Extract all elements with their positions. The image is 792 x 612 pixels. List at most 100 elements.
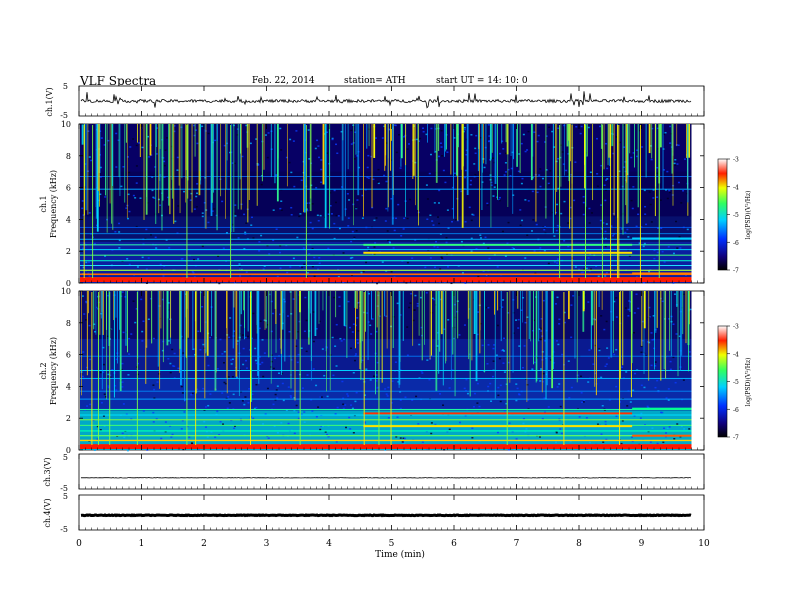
spectrogram-speckle: [272, 239, 275, 242]
spectrogram-speckle: [92, 419, 95, 422]
spectrogram-speckle: [222, 423, 225, 425]
spectrogram-sferic: [571, 125, 573, 282]
spectrogram-ytick-label: 6: [66, 184, 71, 193]
spectrogram-speckle: [126, 258, 129, 260]
spectrogram-speckle: [283, 298, 286, 301]
spectrogram-speckle: [416, 305, 419, 307]
spectrogram-speckle: [600, 204, 603, 206]
spectrogram-speckle: [290, 214, 293, 216]
spectrogram-speckle: [177, 367, 180, 370]
spectrogram-sferic: [637, 124, 639, 208]
spectrogram-sferic: [322, 291, 324, 311]
spectrogram-speckle: [536, 140, 539, 143]
spectrogram-speckle: [242, 347, 245, 350]
spectrogram-speckle: [124, 296, 127, 298]
spectrogram-speckle: [354, 400, 357, 403]
spectrogram-speckle: [507, 361, 510, 364]
spectrogram-speckle: [607, 357, 610, 359]
spectrogram-speckle: [103, 425, 106, 428]
spectrogram-speckle: [486, 282, 489, 284]
spectrogram-speckle: [362, 378, 365, 380]
spectrogram-speckle: [347, 300, 350, 303]
spectrogram-speckle: [497, 394, 500, 397]
spectrogram-sferic: [655, 291, 657, 333]
spectrogram-speckle: [251, 216, 254, 219]
spectrogram-sferic: [99, 124, 100, 207]
spectrogram-speckle: [602, 222, 605, 224]
spectrogram-speckle: [545, 373, 548, 376]
spectrogram-sferic: [387, 124, 389, 212]
spectrogram-speckle: [230, 359, 233, 361]
spectrogram-sferic: [585, 125, 587, 282]
spectrogram-speckle: [654, 386, 657, 389]
spectrogram-speckle: [404, 396, 407, 398]
spectrogram-speckle: [628, 255, 631, 257]
spectrogram-speckle: [676, 247, 679, 249]
spectrogram-speckle: [247, 402, 250, 404]
spectrogram-segment-line: [632, 434, 692, 437]
spectrogram-sferic: [239, 291, 241, 341]
spectrogram-sferic: [559, 125, 561, 282]
spectrogram-speckle: [95, 148, 98, 151]
spectrogram-speckle: [585, 448, 588, 450]
spectrogram-speckle: [230, 419, 233, 422]
spectrogram-speckle: [152, 411, 155, 414]
spectrogram-speckle: [677, 144, 680, 146]
spectrogram-speckle: [120, 185, 123, 188]
spectrogram-speckle: [627, 308, 630, 311]
spectrogram-sferic: [244, 291, 245, 329]
spectrogram-speckle: [536, 191, 539, 194]
spectrogram-speckle: [377, 181, 380, 183]
spectrogram-speckle: [320, 425, 323, 428]
spectrogram-sferic: [191, 124, 193, 213]
spectrogram-speckle: [341, 380, 344, 383]
spectrogram-speckle: [512, 248, 515, 250]
spectrogram-sferic: [318, 291, 320, 324]
spectrogram-sferic: [117, 291, 118, 364]
spectrogram-sferic: [418, 124, 419, 226]
spectrogram-speckle: [312, 368, 315, 370]
spectrogram-speckle: [293, 397, 296, 399]
spectrogram-speckle: [673, 293, 676, 295]
spectrogram-speckle: [255, 138, 258, 140]
spectrogram-sferic: [582, 291, 585, 332]
spectrogram-sferic: [256, 124, 258, 206]
spectrogram-speckle: [561, 353, 564, 356]
spectrogram-sferic: [270, 124, 272, 178]
spectrogram-sferic: [461, 124, 464, 228]
spectrogram-sferic: [113, 291, 115, 398]
spectrogram-speckle: [127, 193, 130, 196]
spectrogram-speckle: [176, 232, 179, 234]
spectrogram-speckle: [541, 177, 544, 180]
spectrogram-speckle: [296, 361, 299, 364]
spectrogram-sferic: [366, 124, 368, 149]
spectrogram-speckle: [676, 163, 679, 165]
spectrogram-speckle: [390, 402, 393, 404]
spectrogram-sferic: [365, 291, 366, 332]
spectrogram-speckle: [279, 244, 282, 247]
spectrogram-sferic: [603, 124, 605, 170]
spectrogram-speckle: [375, 330, 378, 333]
spectrogram-speckle: [544, 340, 547, 342]
ch2-spectrogram-ylabel-channel: ch.2: [39, 362, 48, 379]
spectrogram-speckle: [192, 124, 195, 127]
spectrogram-sferic: [645, 124, 647, 178]
spectrogram-speckle: [340, 130, 343, 133]
spectrogram-speckle: [261, 361, 264, 364]
spectrogram-speckle: [387, 239, 390, 242]
spectrogram-speckle: [377, 386, 380, 389]
spectrogram-speckle: [445, 237, 448, 239]
spectrogram-speckle: [159, 263, 162, 266]
spectrogram-speckle: [431, 297, 434, 300]
spectrogram-speckle: [167, 196, 170, 199]
spectrogram-band-line: [80, 249, 692, 251]
spectrogram-speckle: [234, 204, 237, 206]
spectrogram-speckle: [641, 339, 644, 342]
spectrogram-speckle: [615, 415, 618, 417]
spectrogram-speckle: [130, 418, 133, 420]
spectrogram-speckle: [656, 379, 659, 382]
spectrogram-speckle: [580, 392, 583, 394]
spectrogram-sferic: [378, 292, 380, 449]
spectrogram-speckle: [276, 397, 279, 399]
spectrogram-speckle: [515, 319, 518, 321]
